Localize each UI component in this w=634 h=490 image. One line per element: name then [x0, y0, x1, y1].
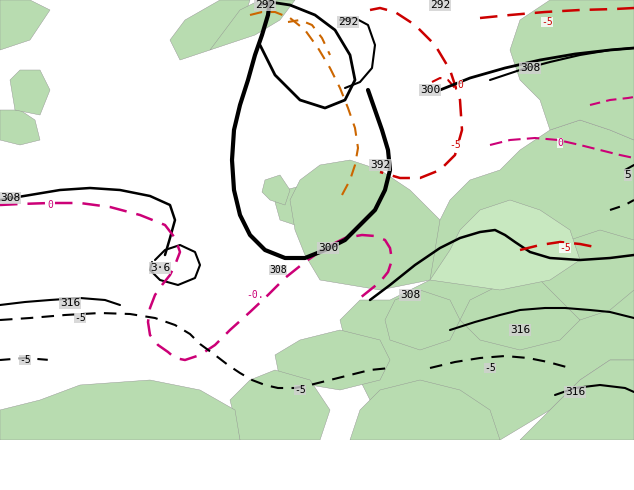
- Text: Height/Temp. 700 hPa [gdmp][°C] ECMWF: Height/Temp. 700 hPa [gdmp][°C] ECMWF: [6, 451, 284, 464]
- Text: -5: -5: [541, 17, 553, 27]
- Text: 292: 292: [255, 0, 275, 10]
- Polygon shape: [340, 120, 634, 440]
- Polygon shape: [430, 200, 580, 290]
- Text: -5: -5: [559, 243, 571, 253]
- Polygon shape: [275, 185, 315, 225]
- Text: 292: 292: [338, 17, 358, 27]
- Polygon shape: [0, 110, 40, 145]
- Polygon shape: [540, 230, 634, 320]
- Text: Su 02-06-2024 00:00 UTC (00+192): Su 02-06-2024 00:00 UTC (00+192): [387, 451, 628, 464]
- Text: 308: 308: [520, 63, 540, 73]
- Text: 0: 0: [457, 80, 463, 90]
- Text: 316: 316: [510, 325, 530, 335]
- Polygon shape: [230, 370, 330, 440]
- Text: 392: 392: [370, 160, 390, 170]
- Polygon shape: [0, 0, 50, 50]
- Polygon shape: [170, 0, 250, 60]
- Text: -5: -5: [74, 313, 86, 323]
- Text: 3·6: 3·6: [150, 263, 170, 273]
- Text: 316: 316: [565, 387, 585, 397]
- Polygon shape: [290, 160, 450, 290]
- Text: 308: 308: [269, 265, 287, 275]
- Text: 300: 300: [318, 243, 338, 253]
- Polygon shape: [460, 280, 580, 350]
- Polygon shape: [385, 290, 460, 350]
- Text: -5: -5: [449, 140, 461, 150]
- Polygon shape: [510, 0, 634, 140]
- Polygon shape: [210, 0, 295, 50]
- Text: 300: 300: [420, 85, 440, 95]
- Text: 316: 316: [60, 298, 80, 308]
- Text: -0.: -0.: [246, 290, 264, 300]
- Polygon shape: [275, 330, 390, 390]
- Text: 0: 0: [557, 138, 563, 148]
- Polygon shape: [10, 70, 50, 115]
- Polygon shape: [350, 380, 500, 440]
- Text: ©weatheronline.co.uk: ©weatheronline.co.uk: [493, 477, 628, 488]
- Text: 308: 308: [400, 290, 420, 300]
- Text: -5: -5: [294, 385, 306, 395]
- Text: -5: -5: [19, 355, 31, 365]
- Polygon shape: [262, 175, 290, 205]
- Text: 5: 5: [624, 170, 631, 180]
- Polygon shape: [520, 360, 634, 440]
- Text: -5: -5: [484, 363, 496, 373]
- Text: 292: 292: [430, 0, 450, 10]
- Polygon shape: [0, 380, 240, 440]
- Text: 308: 308: [0, 193, 20, 203]
- Text: 0: 0: [47, 200, 53, 210]
